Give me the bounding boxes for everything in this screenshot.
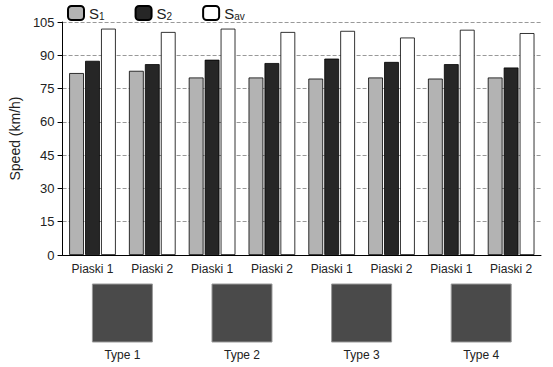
svg-text:15: 15 [40,214,54,229]
svg-text:S: S [157,5,167,22]
svg-text:Piaski 2: Piaski 2 [251,262,293,276]
svg-text:Type 4: Type 4 [463,348,499,362]
svg-text:Piaski 1: Piaski 1 [430,262,472,276]
svg-text:Type 2: Type 2 [224,348,260,362]
svg-text:Piaski 2: Piaski 2 [131,262,173,276]
svg-text:Piaski 2: Piaski 2 [490,262,532,276]
svg-text:1: 1 [99,11,105,22]
svg-text:S: S [224,5,234,22]
svg-text:105: 105 [33,15,55,30]
svg-text:Type 3: Type 3 [344,348,380,362]
svg-text:75: 75 [40,81,54,96]
svg-text:Piaski 1: Piaski 1 [191,262,233,276]
svg-text:Piaski 2: Piaski 2 [370,262,412,276]
svg-text:45: 45 [40,148,54,163]
svg-text:2: 2 [167,11,173,22]
svg-text:S: S [89,5,99,22]
svg-text:90: 90 [40,48,54,63]
svg-text:60: 60 [40,114,54,129]
svg-text:0: 0 [47,248,54,263]
svg-text:Speed (km/h): Speed (km/h) [7,96,23,180]
svg-text:30: 30 [40,181,54,196]
svg-text:Piaski 1: Piaski 1 [71,262,113,276]
svg-text:av: av [234,11,245,22]
svg-text:Type 1: Type 1 [104,348,140,362]
svg-text:Piaski 1: Piaski 1 [311,262,353,276]
